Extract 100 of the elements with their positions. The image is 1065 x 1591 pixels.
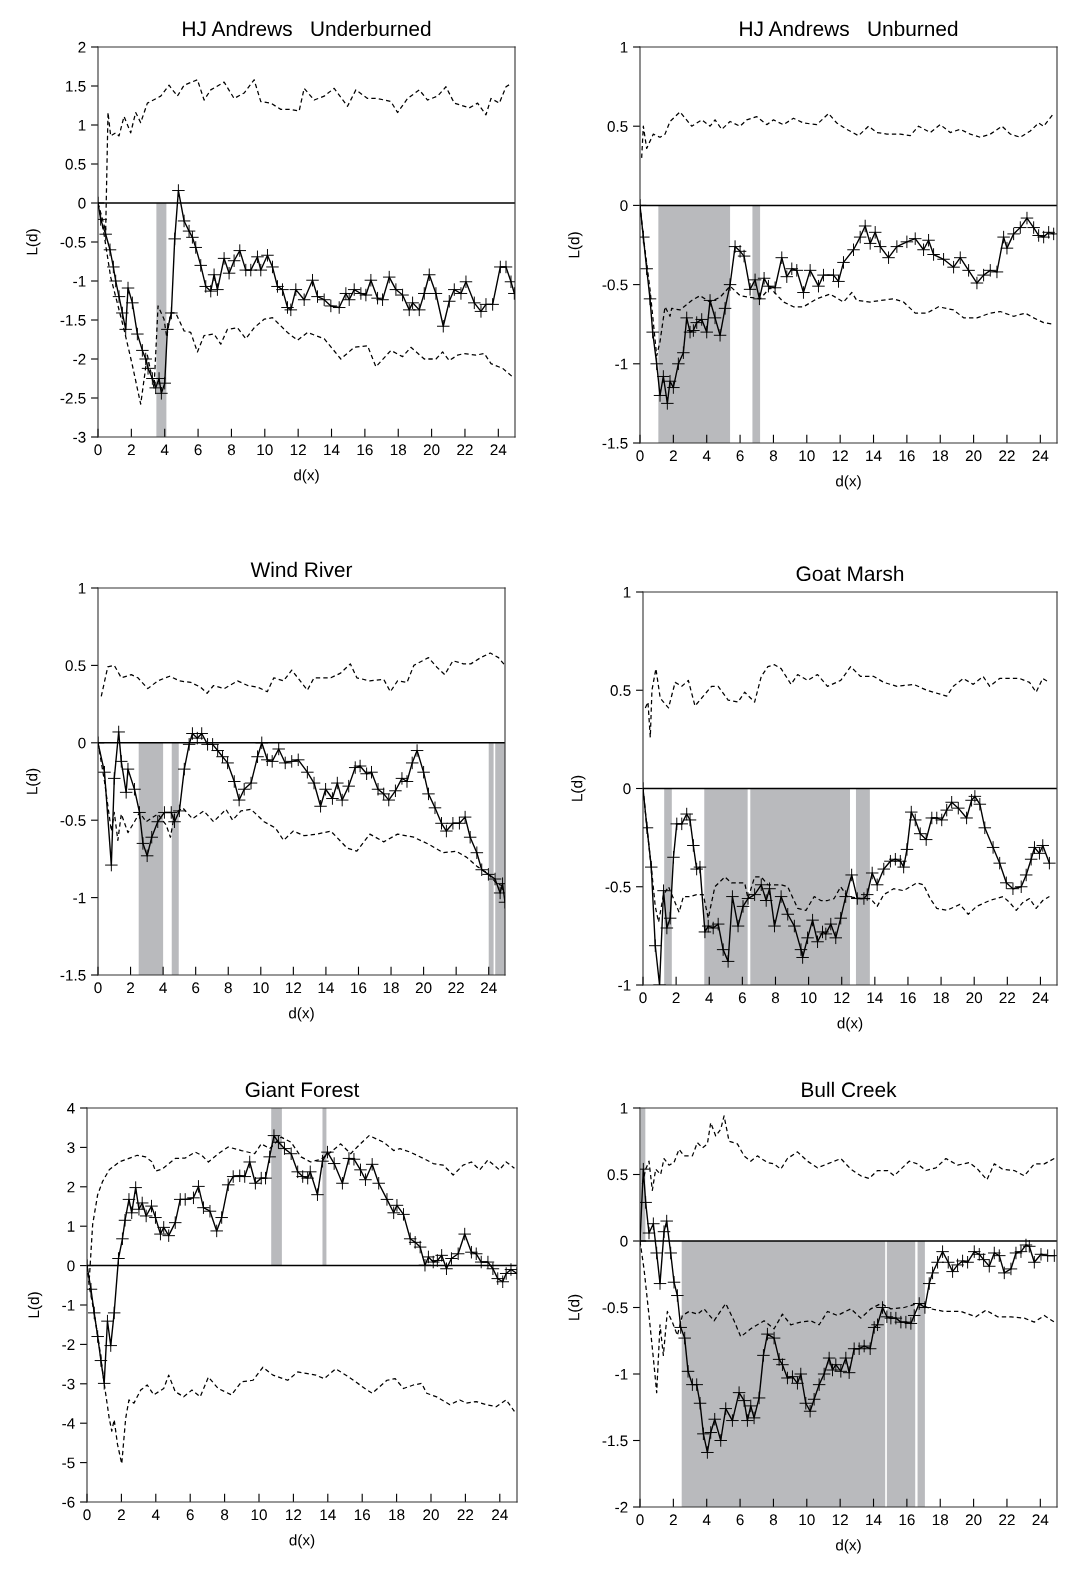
x-tick-label: 4 bbox=[705, 992, 714, 1004]
x-tick-label: 24 bbox=[490, 444, 507, 456]
y-tick-label: -4 bbox=[62, 1418, 75, 1429]
x-tick-label: 18 bbox=[390, 444, 407, 456]
x-tick-label: 24 bbox=[1032, 1514, 1049, 1526]
x-tick-label: 14 bbox=[866, 450, 882, 462]
x-tick-label: 6 bbox=[186, 1509, 194, 1521]
x-tick-label: 10 bbox=[801, 992, 817, 1004]
chart-title: Bull Creek bbox=[802, 1081, 897, 1098]
x-tick-label: 18 bbox=[933, 992, 949, 1004]
y-tick-label: 0.5 bbox=[607, 1169, 628, 1181]
x-tick-label: 12 bbox=[834, 992, 850, 1004]
y-tick-label: 2 bbox=[78, 41, 86, 53]
y-tick-label: 0 bbox=[620, 1235, 628, 1247]
y-axis-title: L(d) bbox=[26, 768, 41, 794]
x-tick-label: 22 bbox=[999, 450, 1015, 462]
x-tick-label: 16 bbox=[899, 450, 915, 462]
x-tick-label: 6 bbox=[192, 982, 200, 994]
x-tick-label: 14 bbox=[867, 992, 883, 1004]
y-tick-label: -1 bbox=[73, 892, 86, 904]
y-tick-label: 1 bbox=[78, 120, 86, 131]
x-tick-label: 4 bbox=[159, 982, 167, 994]
x-tick-label: 16 bbox=[357, 444, 373, 456]
x-tick-label: 4 bbox=[151, 1509, 160, 1521]
y-tick-label: -1 bbox=[615, 1369, 628, 1380]
y-tick-label: 2 bbox=[67, 1181, 75, 1193]
x-tick-label: 4 bbox=[702, 450, 711, 462]
y-tick-label: 1 bbox=[623, 587, 631, 598]
y-tick-label: -0.5 bbox=[60, 236, 86, 248]
y-tick-label: -2 bbox=[62, 1339, 75, 1350]
x-tick-label: 2 bbox=[127, 982, 135, 994]
x-tick-label: 22 bbox=[457, 1509, 474, 1521]
chart-title: Wind River bbox=[250, 561, 353, 578]
x-axis-title: d(x) bbox=[835, 1539, 861, 1554]
y-tick-label: -0.5 bbox=[60, 815, 86, 826]
x-tick-label: 22 bbox=[448, 982, 464, 994]
x-tick-label: 20 bbox=[965, 1514, 982, 1526]
x-axis-title: d(x) bbox=[837, 1017, 863, 1032]
x-tick-label: 8 bbox=[771, 992, 780, 1004]
y-tick-label: 0 bbox=[620, 200, 628, 212]
x-tick-label: 8 bbox=[221, 1509, 229, 1521]
x-tick-label: 12 bbox=[832, 1514, 848, 1526]
x-tick-label: 18 bbox=[383, 982, 399, 994]
y-tick-label: 1 bbox=[620, 42, 628, 53]
y-tick-label: -3 bbox=[73, 431, 86, 443]
y-tick-label: -1.5 bbox=[60, 315, 86, 326]
x-tick-label: 0 bbox=[636, 450, 644, 462]
x-tick-label: 0 bbox=[94, 444, 102, 456]
x-tick-label: 2 bbox=[669, 450, 677, 462]
y-tick-label: -2 bbox=[615, 1501, 628, 1513]
x-tick-label: 8 bbox=[224, 982, 232, 994]
y-tick-label: -1.5 bbox=[602, 438, 628, 449]
x-tick-label: 14 bbox=[318, 982, 334, 994]
x-tick-label: 2 bbox=[669, 1514, 677, 1526]
y-tick-label: -2.5 bbox=[60, 392, 86, 404]
chart-title: HJ Andrews Unburned bbox=[740, 20, 958, 37]
y-tick-label: 0.5 bbox=[65, 660, 86, 672]
x-tick-label: 20 bbox=[965, 450, 982, 462]
y-tick-label: 1.5 bbox=[66, 81, 86, 92]
x-tick-label: 24 bbox=[1032, 450, 1049, 462]
y-tick-label: -6 bbox=[62, 1496, 75, 1508]
y-tick-label: 4 bbox=[67, 1103, 75, 1114]
x-tick-label: 10 bbox=[251, 1509, 267, 1521]
x-tick-label: 2 bbox=[672, 992, 680, 1004]
y-tick-label: -0.5 bbox=[605, 881, 631, 893]
x-tick-label: 10 bbox=[257, 444, 273, 456]
x-tick-label: 18 bbox=[932, 1514, 949, 1526]
y-tick-label: 1 bbox=[620, 1103, 628, 1114]
chart-title: Giant Forest bbox=[245, 1081, 360, 1098]
x-tick-label: 18 bbox=[932, 450, 949, 462]
x-tick-label: 16 bbox=[351, 982, 367, 994]
chart-title: HJ Andrews Underburned bbox=[183, 20, 431, 37]
y-tick-label: -1 bbox=[615, 358, 628, 370]
y-tick-label: -2 bbox=[73, 353, 86, 365]
x-tick-label: 22 bbox=[999, 1514, 1015, 1526]
x-tick-label: 24 bbox=[1032, 992, 1049, 1004]
y-tick-label: -1.5 bbox=[602, 1435, 628, 1447]
x-tick-label: 0 bbox=[639, 992, 647, 1004]
x-tick-label: 12 bbox=[286, 1509, 302, 1521]
y-axis-title: L(d) bbox=[568, 232, 583, 258]
x-axis-title: d(x) bbox=[293, 469, 319, 484]
x-tick-label: 16 bbox=[354, 1509, 371, 1521]
x-tick-label: 8 bbox=[227, 444, 236, 456]
y-tick-label: -0.5 bbox=[602, 1302, 628, 1314]
y-tick-label: -5 bbox=[62, 1457, 75, 1469]
x-tick-label: 16 bbox=[899, 1514, 915, 1526]
x-tick-label: 20 bbox=[423, 444, 440, 456]
x-tick-label: 14 bbox=[324, 444, 340, 456]
x-axis-title: d(x) bbox=[288, 1007, 314, 1022]
x-tick-label: 4 bbox=[702, 1514, 711, 1526]
y-tick-label: 0 bbox=[78, 197, 86, 209]
y-tick-label: 0 bbox=[67, 1260, 75, 1272]
y-tick-label: 1 bbox=[78, 583, 86, 594]
x-tick-label: 4 bbox=[160, 444, 169, 456]
x-tick-label: 8 bbox=[769, 450, 778, 462]
x-tick-label: 20 bbox=[966, 992, 983, 1004]
x-tick-label: 22 bbox=[999, 992, 1016, 1004]
x-axis-title: d(x) bbox=[289, 1534, 315, 1549]
x-tick-label: 8 bbox=[769, 1514, 778, 1526]
x-axis-title: d(x) bbox=[835, 475, 861, 490]
